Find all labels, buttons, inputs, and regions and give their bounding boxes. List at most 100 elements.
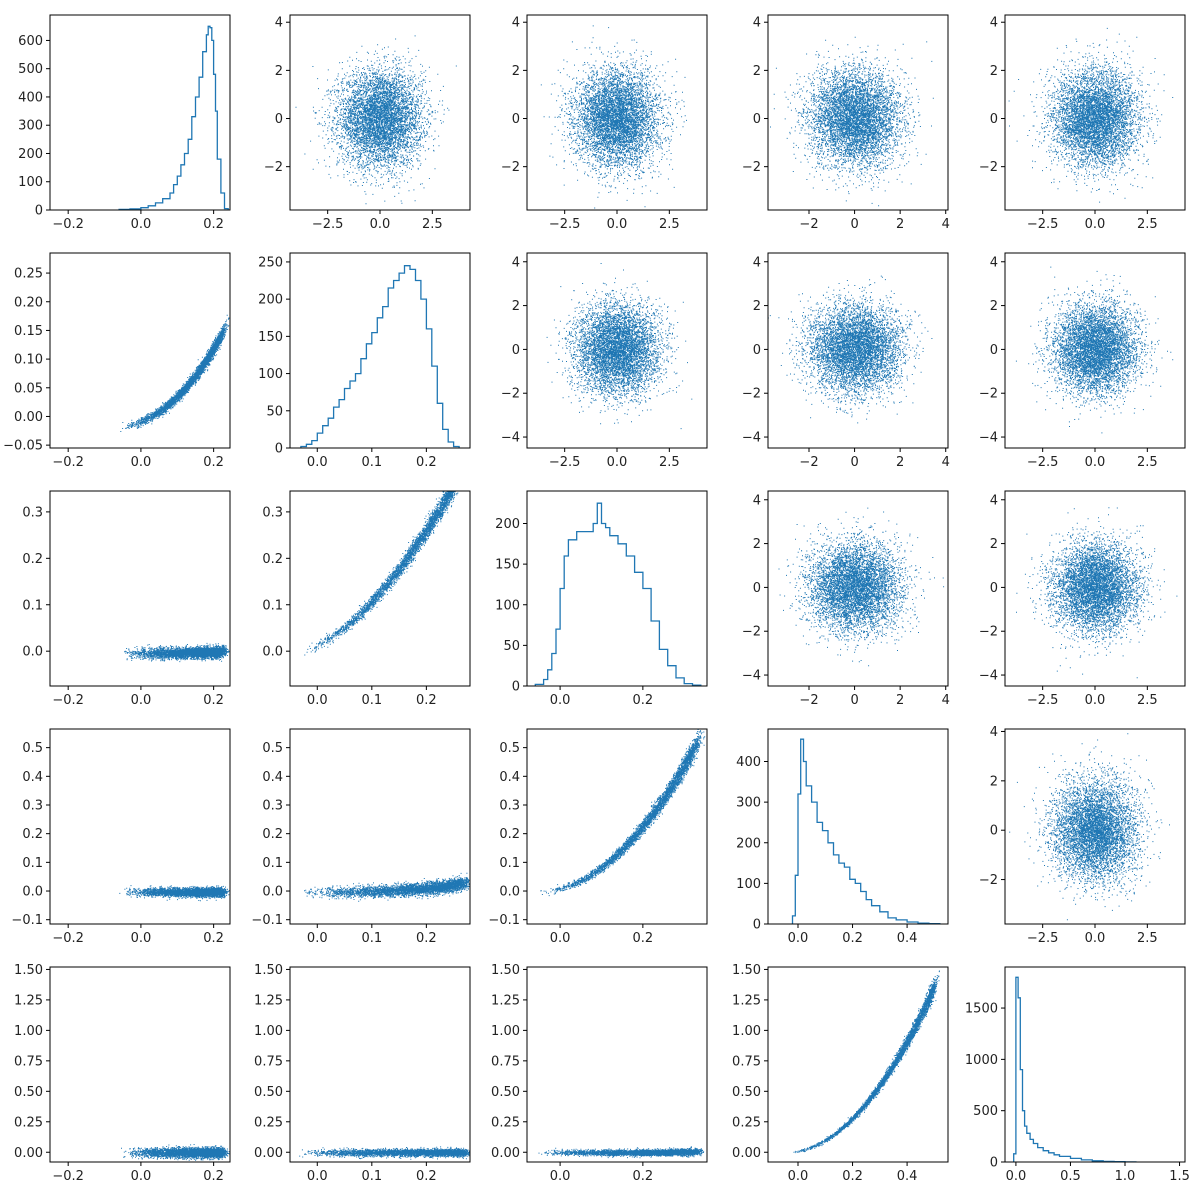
y-tick-label: 0.3 <box>262 798 283 813</box>
x-tick-label: 0.0 <box>1085 455 1106 470</box>
y-tick-label: 300 <box>736 796 761 811</box>
x-tick-label: 0.0 <box>550 693 571 708</box>
x-tick-label: 0.2 <box>416 455 437 470</box>
y-tick-label: 0.00 <box>491 1146 520 1161</box>
panel-r3-c3: 0.0 0.2 0.4 0 100 200 300 400 <box>736 728 949 946</box>
y-tick-label: 100 <box>495 598 520 613</box>
scatter-points <box>540 25 687 209</box>
x-tick-label: 0.2 <box>416 1169 437 1184</box>
y-tick-label: 0 <box>512 112 520 127</box>
scatter-points <box>546 263 693 430</box>
plot-area <box>540 25 687 209</box>
plot-area <box>791 738 941 924</box>
y-tick-label: 2 <box>753 64 761 79</box>
y-tick-label: 0.0 <box>22 885 43 900</box>
y-tick-label: 1.25 <box>254 993 283 1008</box>
x-tick-label: 0 <box>850 217 858 232</box>
y-tick-label: 0.50 <box>732 1085 761 1100</box>
y-tick-label: 1.00 <box>254 1024 283 1039</box>
y-tick-label: 0.4 <box>262 770 283 785</box>
y-tick-label: −2 <box>979 160 998 175</box>
x-tick-label: 0.4 <box>897 931 918 946</box>
y-tick-label: 0 <box>512 680 520 695</box>
panel-r4-c1: 0.0 0.1 0.2 0.00 0.25 0.50 0.75 1.00 1.25 1.50 <box>254 963 471 1184</box>
y-tick-label: 0.75 <box>14 1054 43 1069</box>
y-tick-label: 200 <box>736 836 761 851</box>
scatter-points <box>1009 733 1170 924</box>
axes-frame <box>1004 966 1186 1163</box>
panel-r0-c1: −2.5 0.0 2.5 −2 0 2 4 <box>264 14 471 232</box>
scatter-points <box>120 314 230 432</box>
y-tick-label: −4 <box>742 669 761 684</box>
y-tick-label: 0.5 <box>262 741 283 756</box>
x-tick-label: −0.2 <box>52 931 84 946</box>
histogram-step <box>118 25 229 210</box>
panel-r0-c3: −2 0 2 4 −2 0 2 4 <box>742 14 950 232</box>
y-tick-label: −2 <box>501 387 520 402</box>
x-tick-label: 0.0 <box>1085 217 1106 232</box>
axes-frame <box>49 14 231 211</box>
y-tick-label: 0 <box>753 343 761 358</box>
y-tick-label: 0 <box>35 204 43 219</box>
x-tick-label: 0.0 <box>607 455 628 470</box>
panel-r1-c4: −2.5 0.0 2.5 −4 −2 0 2 4 <box>979 252 1186 470</box>
y-tick-label: 0.5 <box>22 741 43 756</box>
panel-r1-c0: −0.2 0.0 0.2 −0.05 0.00 0.05 0.10 0.15 0.20 0.25 <box>3 252 231 470</box>
x-tick-label: −2.5 <box>1027 693 1059 708</box>
y-tick-label: 0.50 <box>254 1085 283 1100</box>
y-tick-label: 0 <box>275 442 283 457</box>
y-tick-label: 0.1 <box>262 598 283 613</box>
y-tick-label: 0.25 <box>491 1115 520 1130</box>
y-tick-label: 1.50 <box>732 963 761 978</box>
x-tick-label: 0.0 <box>131 455 152 470</box>
y-tick-label: 0.00 <box>14 1146 43 1161</box>
x-tick-label: 2 <box>896 693 904 708</box>
y-tick-label: 0.2 <box>22 552 43 567</box>
y-tick-label: −2 <box>979 625 998 640</box>
y-tick-label: 0 <box>753 581 761 596</box>
y-tick-label: 200 <box>18 147 43 162</box>
y-tick-label: 1000 <box>965 1053 998 1068</box>
y-tick-label: 0 <box>990 581 998 596</box>
y-tick-label: 0.25 <box>14 267 43 282</box>
x-tick-label: 0.0 <box>131 693 152 708</box>
x-tick-label: −0.2 <box>52 1169 84 1184</box>
x-tick-label: 0.0 <box>307 455 328 470</box>
x-tick-label: 0.1 <box>361 931 382 946</box>
y-tick-label: 500 <box>18 62 43 77</box>
histogram-step <box>1013 976 1137 1162</box>
axes-frame <box>49 966 231 1163</box>
x-tick-label: 4 <box>942 217 950 232</box>
y-tick-label: −4 <box>742 431 761 446</box>
x-tick-label: 0.0 <box>607 217 628 232</box>
plot-area <box>768 275 933 424</box>
y-tick-label: 0.0 <box>499 885 520 900</box>
axes-frame <box>767 252 949 449</box>
axes-frame <box>1004 728 1186 925</box>
y-tick-label: 4 <box>990 493 998 508</box>
axes-frame <box>49 252 231 449</box>
axes-frame <box>767 728 949 925</box>
y-tick-label: 150 <box>495 558 520 573</box>
x-tick-label: 2.5 <box>659 217 680 232</box>
x-tick-label: −2 <box>799 455 818 470</box>
plot-area <box>1015 266 1174 434</box>
y-tick-label: 0.50 <box>14 1085 43 1100</box>
x-tick-label: 0.2 <box>203 1169 224 1184</box>
panel-r1-c1: 0.0 0.1 0.2 0 50 100 150 200 250 <box>258 252 471 470</box>
x-tick-label: 0.2 <box>416 931 437 946</box>
plot-area <box>540 729 706 897</box>
y-tick-label: 4 <box>753 255 761 270</box>
y-tick-label: 0.00 <box>254 1146 283 1161</box>
plot-area <box>770 36 934 207</box>
y-tick-label: 0.4 <box>499 770 520 785</box>
y-tick-label: 0.25 <box>732 1115 761 1130</box>
panel-r4-c0: −0.2 0.0 0.2 0.00 0.25 0.50 0.75 1.00 1.25 1.50 <box>14 963 231 1184</box>
y-tick-label: 0.20 <box>14 295 43 310</box>
plot-area <box>1009 733 1170 924</box>
axes-frame <box>767 490 949 687</box>
x-tick-label: 0.5 <box>1060 1169 1081 1184</box>
x-tick-label: 0.0 <box>550 931 571 946</box>
y-tick-label: 1.50 <box>14 963 43 978</box>
panel-r0-c0: −0.2 0.0 0.2 0 100 200 300 400 500 600 <box>18 14 231 232</box>
